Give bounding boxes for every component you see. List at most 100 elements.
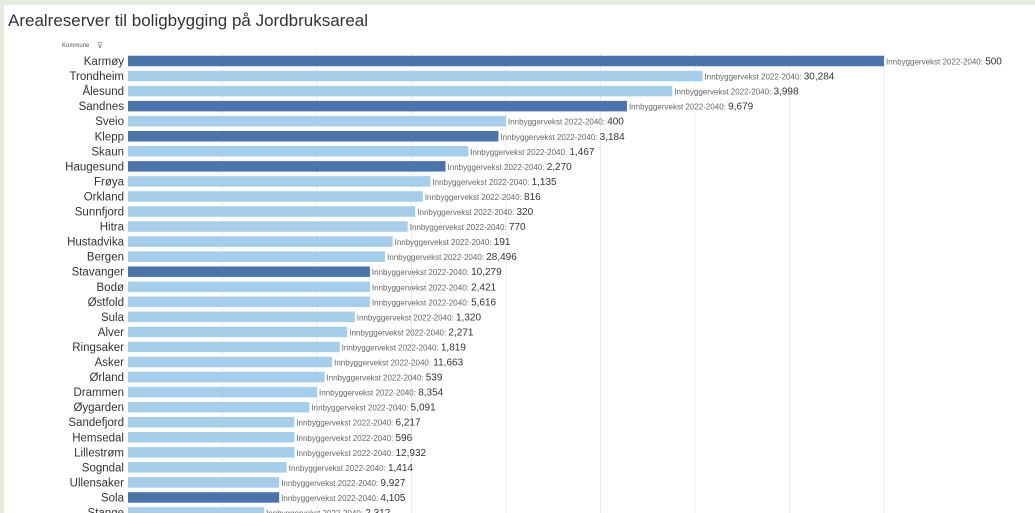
bar-Hemsedal[interactable] [128, 432, 295, 443]
bar-Stavanger[interactable] [128, 266, 370, 277]
bar-Øygarden[interactable] [128, 401, 310, 413]
data-label: Innbyggervekst 2022-2040: 320 [417, 207, 533, 218]
bar-Orkland[interactable] [128, 191, 423, 202]
bar-Ullensaker[interactable] [128, 477, 280, 488]
bar-Ørland[interactable] [128, 371, 325, 383]
data-label: Innbyggervekst 2022-2040: 4,105 [281, 493, 406, 504]
bar-Skaun[interactable] [128, 146, 469, 157]
category-label: Sogndal [82, 462, 124, 474]
data-label: Innbyggervekst 2022-2040: 9,927 [281, 478, 406, 489]
data-value: 28,496 [486, 252, 517, 263]
category-label: Sunnfjord [75, 207, 124, 219]
bar-Østfold[interactable] [128, 296, 370, 308]
data-value: 2,312 [365, 508, 390, 513]
data-value: 1,467 [569, 147, 594, 158]
bar-Frøya[interactable] [128, 176, 431, 187]
chart-frame: Arealreserver til boligbygging på Jordbr… [4, 5, 1035, 513]
bar-chart: Karmøy Innbyggervekst 2022-2040: 500 Trond… [65, 53, 1002, 513]
category-label: Sveio [95, 116, 124, 128]
bar-Ringsaker[interactable] [128, 341, 340, 353]
category-label: Asker [95, 357, 125, 369]
bar-Lillestrøm[interactable] [128, 447, 295, 458]
data-label: Innbyggervekst 2022-2040: 2,312 [266, 508, 391, 513]
data-value: 4,105 [380, 493, 405, 504]
bar-Trondheim[interactable] [128, 70, 703, 82]
data-value: 5,616 [471, 297, 496, 308]
data-value: 10,279 [471, 267, 502, 278]
bar-Sola[interactable] [128, 492, 280, 503]
data-label: Innbyggervekst 2022-2040: 816 [425, 192, 541, 203]
data-value: 12,932 [396, 448, 427, 459]
category-label: Stavanger [72, 267, 125, 279]
bar-Sandnes[interactable] [128, 100, 627, 112]
bar-Haugesund[interactable] [128, 161, 446, 172]
category-label: Skaun [91, 146, 124, 158]
field-label-kommune: Kommune [62, 43, 90, 49]
data-value: 9,927 [380, 478, 405, 489]
bar-Bergen[interactable] [128, 251, 386, 262]
category-label: Bodø [97, 282, 125, 294]
category-label: Klepp [95, 131, 124, 143]
data-label: Innbyggervekst 2022-2040: 28,496 [387, 252, 517, 263]
data-value: 320 [516, 207, 533, 218]
data-label: Innbyggervekst 2022-2040: 400 [508, 117, 624, 128]
category-label: Sandefjord [68, 417, 124, 429]
category-label: Hemsedal [72, 432, 124, 444]
category-label: Sula [101, 312, 125, 324]
filter-sort-icon[interactable]: ⊽ [97, 41, 103, 50]
data-label: Innbyggervekst 2022-2040: 10,279 [372, 267, 502, 278]
bar-Karmøy[interactable] [128, 55, 884, 67]
data-value: 5,091 [411, 403, 436, 414]
data-label: Innbyggervekst 2022-2040: 500 [886, 57, 1002, 68]
data-value: 400 [607, 117, 624, 128]
category-label: Drammen [74, 387, 124, 399]
bar-Sula[interactable] [128, 311, 355, 323]
data-label: Innbyggervekst 2022-2040: 11,663 [334, 358, 463, 369]
bar-Klepp[interactable] [128, 131, 499, 142]
data-label: Innbyggervekst 2022-2040: 770 [410, 222, 526, 233]
category-label: Ålesund [82, 85, 124, 98]
data-label: Innbyggervekst 2022-2040: 2,271 [349, 327, 474, 338]
data-value: 191 [494, 237, 511, 248]
bar-Stange[interactable] [128, 507, 265, 513]
bar-Sandefjord[interactable] [128, 416, 295, 428]
category-label: Karmøy [84, 56, 125, 68]
category-label: Frøya [94, 176, 125, 188]
data-value: 30,284 [804, 72, 835, 83]
data-label: Innbyggervekst 2022-2040: 539 [327, 373, 443, 384]
bar-Hitra[interactable] [128, 221, 408, 232]
data-label: Innbyggervekst 2022-2040: 3,184 [500, 132, 625, 143]
category-label: Ørland [89, 372, 124, 384]
bar-Alver[interactable] [128, 326, 348, 338]
category-label: Hitra [100, 222, 125, 234]
data-value: 770 [509, 222, 526, 233]
data-label: Innbyggervekst 2022-2040: 2,270 [448, 162, 573, 173]
bar-Sveio[interactable] [128, 115, 506, 127]
bar-Sogndal[interactable] [128, 462, 287, 473]
bar-Asker[interactable] [128, 356, 333, 368]
data-label: Innbyggervekst 2022-2040: 2,421 [372, 282, 497, 293]
data-label: Innbyggervekst 2022-2040: 9,679 [629, 102, 754, 113]
data-label: Innbyggervekst 2022-2040: 3,998 [674, 87, 799, 98]
data-value: 11,663 [433, 358, 463, 369]
bar-Bodø[interactable] [128, 281, 370, 293]
chart-title: Arealreserver til boligbygging på Jordbr… [8, 11, 369, 30]
data-label: Innbyggervekst 2022-2040: 5,616 [372, 297, 497, 308]
bar-Ålesund[interactable] [128, 85, 673, 97]
bar-Sunnfjord[interactable] [128, 206, 416, 217]
category-label: Østfold [88, 297, 124, 309]
data-value: 500 [985, 57, 1002, 68]
bar-Drammen[interactable] [128, 386, 317, 398]
data-label: Innbyggervekst 2022-2040: 1,414 [289, 463, 414, 474]
data-label: Innbyggervekst 2022-2040: 8,354 [319, 388, 444, 399]
bar-Hustadvika[interactable] [128, 236, 393, 247]
data-label: Innbyggervekst 2022-2040: 30,284 [705, 72, 835, 83]
data-value: 1,819 [441, 342, 466, 353]
data-value: 1,320 [456, 312, 481, 323]
data-value: 2,421 [471, 282, 496, 293]
data-value: 2,271 [448, 327, 473, 338]
data-value: 8,354 [418, 388, 443, 399]
data-label: Innbyggervekst 2022-2040: 1,135 [432, 177, 557, 188]
data-label: Innbyggervekst 2022-2040: 12,932 [296, 448, 426, 459]
category-label: Bergen [87, 252, 124, 264]
